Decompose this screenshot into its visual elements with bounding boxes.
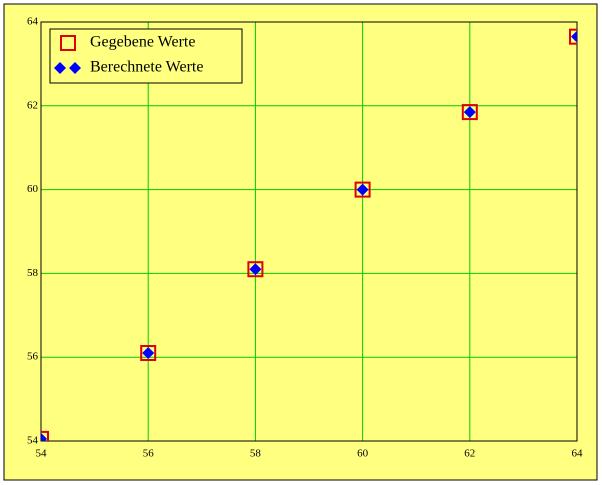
diamond-marker <box>571 30 577 43</box>
square-marker <box>140 345 157 362</box>
x-tick-label: 64 <box>572 448 584 460</box>
y-tick-label: 56 <box>27 351 39 363</box>
x-tick-label: 56 <box>143 448 155 460</box>
y-tick-label: 54 <box>27 435 39 447</box>
diamond-marker <box>249 263 262 276</box>
x-tick-label: 60 <box>357 448 369 460</box>
square-marker <box>354 181 371 198</box>
y-tick-label: 58 <box>27 267 39 279</box>
diamond-marker <box>356 183 369 196</box>
y-tick-label: 62 <box>27 99 38 111</box>
legend-label: Gegebene Werte <box>90 34 195 51</box>
square-marker <box>60 35 76 51</box>
x-tick-label: 54 <box>36 448 48 460</box>
square-marker <box>41 430 49 441</box>
plot-frame <box>40 21 578 442</box>
y-tick-label: 64 <box>27 16 39 28</box>
square-marker <box>569 28 577 45</box>
diamond-marker <box>41 432 47 441</box>
plot-points <box>41 28 577 441</box>
diamond-marker <box>142 347 155 360</box>
square-marker <box>461 104 478 121</box>
y-tick-label: 60 <box>27 183 39 195</box>
square-marker <box>247 261 264 278</box>
diamond-marker <box>463 106 476 119</box>
diamond-marker <box>54 62 66 74</box>
x-tick-label: 62 <box>464 448 475 460</box>
diamond-marker <box>69 62 81 74</box>
x-tick-label: 58 <box>250 448 262 460</box>
legend-box <box>49 28 243 84</box>
legend-label: Berechnete Werte <box>90 59 203 76</box>
